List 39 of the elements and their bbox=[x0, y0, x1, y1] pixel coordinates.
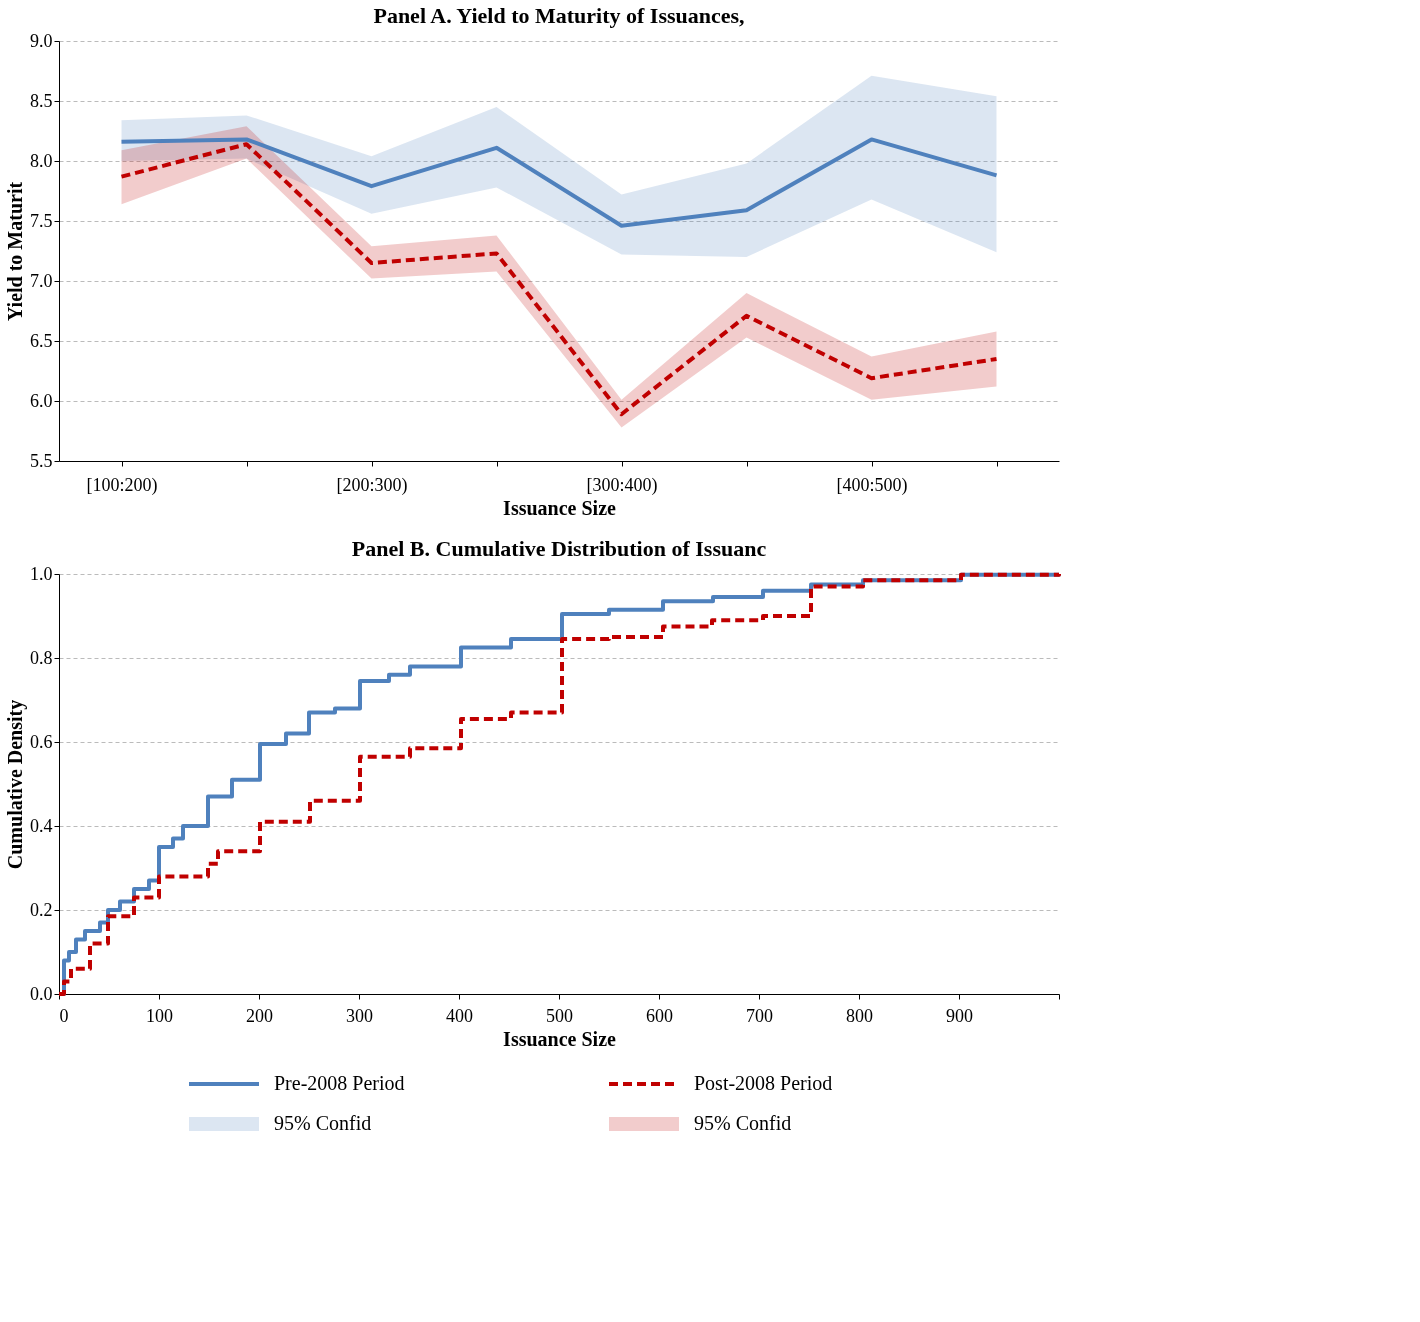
x-tick-label: 0 bbox=[59, 1005, 69, 1026]
y-tick-label: 5.5 bbox=[30, 450, 53, 471]
x-tick-label: 100 bbox=[146, 1005, 173, 1026]
text: 95% Confid bbox=[694, 1112, 792, 1134]
y-tick-label: 8.0 bbox=[30, 150, 53, 171]
chart-title: Panel A. Yield to Maturity of Issuances, bbox=[373, 3, 745, 28]
y-tick-label: 8.5 bbox=[30, 90, 53, 111]
y-tick-label: 0.6 bbox=[30, 731, 53, 752]
x-tick-label: 500 bbox=[546, 1005, 573, 1026]
y-tick-label: 0.4 bbox=[30, 815, 53, 836]
x-axis-title: Issuance Size bbox=[503, 1027, 617, 1050]
text: 95% Confid bbox=[274, 1112, 372, 1134]
x-tick-label: 700 bbox=[746, 1005, 773, 1026]
x-tick-label: 900 bbox=[946, 1005, 973, 1026]
x-tick-label: [400:500) bbox=[836, 474, 908, 496]
y-tick-label: 0.2 bbox=[30, 899, 53, 920]
x-tick-label: [100:200) bbox=[86, 474, 158, 496]
legend-label: Post-2008 Period bbox=[694, 1072, 833, 1094]
x-tick-label: 300 bbox=[346, 1005, 373, 1026]
x-tick-label: 600 bbox=[646, 1005, 673, 1026]
chart-title: Panel B. Cumulative Distribution of Issuanc bbox=[351, 536, 767, 561]
y-tick-label: 0.0 bbox=[30, 983, 53, 1004]
x-tick-label: 200 bbox=[246, 1005, 273, 1026]
x-tick-label: [200:300) bbox=[336, 474, 408, 496]
x-tick-label: 800 bbox=[846, 1005, 873, 1026]
y-tick-label: 9.0 bbox=[30, 30, 53, 51]
x-axis-title: Issuance Size bbox=[503, 496, 617, 519]
y-tick-label: 0.8 bbox=[30, 647, 53, 668]
line-series bbox=[119, 137, 999, 228]
y-tick-label: 6.5 bbox=[30, 330, 53, 351]
x-tick-label: 400 bbox=[446, 1005, 473, 1026]
y-tick-label: 6.0 bbox=[30, 390, 53, 411]
y-tick-label: 7.0 bbox=[30, 270, 53, 291]
y-tick-label: 7.5 bbox=[30, 210, 53, 231]
y-tick-label: 1.0 bbox=[30, 563, 53, 584]
x-tick-label: [300:400) bbox=[586, 474, 658, 496]
legend-label: Pre-2008 Period bbox=[274, 1072, 405, 1094]
y-axis-title: Yield to Maturit bbox=[4, 181, 26, 322]
y-axis-title: Cumulative Density bbox=[4, 699, 27, 870]
